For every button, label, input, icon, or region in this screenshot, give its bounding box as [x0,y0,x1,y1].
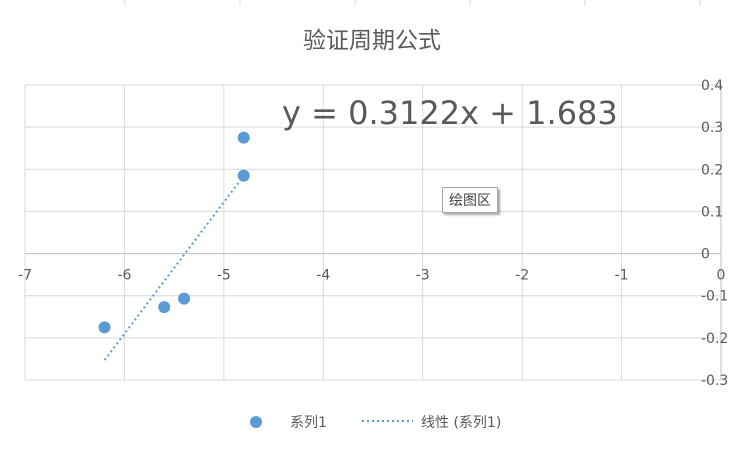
x-tick-label: -5 [217,268,231,284]
x-tick-label: -4 [316,268,330,284]
x-tick-label: -7 [18,268,32,284]
x-tick-label: 0 [717,268,726,284]
data-point[interactable] [237,169,250,182]
trendline-equation: y = 0.3122x + 1.683 [282,94,618,132]
data-point[interactable] [237,131,250,144]
spreadsheet-cell-borders [124,0,701,6]
y-tick-label: 0.2 [701,162,723,178]
x-tick-label: -1 [615,268,629,284]
plot-area-tooltip: 绘图区 [442,187,498,213]
y-tick-label: 0.4 [701,78,723,94]
data-point[interactable] [178,292,191,305]
x-tick-label: -6 [117,268,131,284]
legend-marker-series-1 [250,416,262,428]
chart-title: 验证周期公式 [303,28,441,54]
trendline[interactable] [103,175,245,361]
legend-label-trendline: 线性 (系列1) [421,415,501,431]
data-point[interactable] [158,301,171,314]
y-tick-label: 0.3 [701,120,723,136]
data-point[interactable] [98,321,111,334]
y-tick-label: 0 [701,247,710,263]
legend[interactable]: 系列1 线性 (系列1) [250,415,501,431]
x-tick-label: -3 [416,268,430,284]
y-tick-label: -0.3 [701,373,728,389]
y-tick-label: -0.2 [701,331,728,347]
legend-label-series-1: 系列1 [290,415,327,431]
x-tick-label: -2 [515,268,529,284]
plot-area[interactable]: -7 -6 -5 -4 -3 -2 -1 0 -0.3 -0.2 -0.1 0 0.1 0.2 0.3 0.4 [18,78,728,389]
y-tick-label: 0.1 [701,204,723,220]
y-tick-label: -0.1 [701,289,728,305]
